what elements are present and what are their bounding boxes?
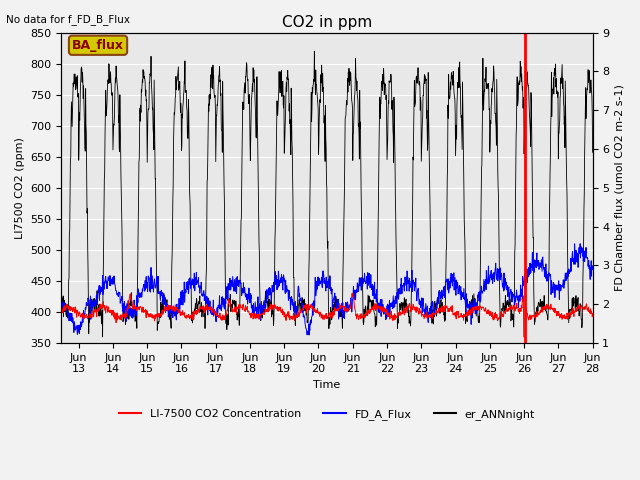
Y-axis label: FD Chamber flux (umol CO2 m-2 s-1): FD Chamber flux (umol CO2 m-2 s-1)	[615, 84, 625, 291]
Text: BA_flux: BA_flux	[72, 39, 124, 52]
X-axis label: Time: Time	[314, 380, 340, 390]
Y-axis label: LI7500 CO2 (ppm): LI7500 CO2 (ppm)	[15, 137, 25, 239]
Legend: LI-7500 CO2 Concentration, FD_A_Flux, er_ANNnight: LI-7500 CO2 Concentration, FD_A_Flux, er…	[115, 405, 540, 424]
Text: No data for f_FD_B_Flux: No data for f_FD_B_Flux	[6, 14, 131, 25]
Title: CO2 in ppm: CO2 in ppm	[282, 15, 372, 30]
